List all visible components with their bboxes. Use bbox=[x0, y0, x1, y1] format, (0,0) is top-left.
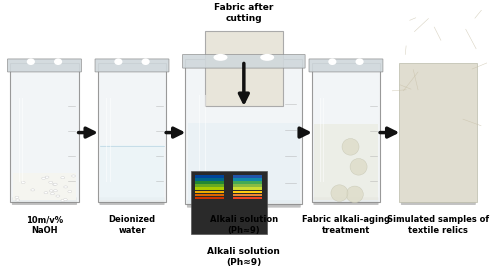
Circle shape bbox=[45, 176, 49, 178]
Circle shape bbox=[68, 191, 71, 193]
Circle shape bbox=[64, 186, 68, 188]
Circle shape bbox=[50, 193, 54, 195]
FancyBboxPatch shape bbox=[182, 55, 305, 68]
Circle shape bbox=[15, 196, 19, 198]
Bar bbox=[400, 63, 477, 202]
Bar bbox=[195, 188, 224, 190]
Ellipse shape bbox=[27, 58, 35, 65]
Circle shape bbox=[16, 199, 20, 201]
Circle shape bbox=[56, 195, 60, 197]
Ellipse shape bbox=[350, 158, 367, 175]
Bar bbox=[233, 197, 262, 199]
FancyBboxPatch shape bbox=[205, 31, 282, 106]
Ellipse shape bbox=[331, 185, 348, 201]
Bar bbox=[195, 197, 224, 199]
Bar bbox=[188, 123, 300, 203]
Bar bbox=[314, 124, 378, 201]
Circle shape bbox=[44, 192, 48, 194]
Bar bbox=[195, 175, 224, 178]
Text: Fabric after
cutting: Fabric after cutting bbox=[214, 3, 274, 24]
Bar bbox=[100, 145, 164, 201]
FancyBboxPatch shape bbox=[309, 59, 383, 72]
Ellipse shape bbox=[142, 58, 150, 65]
FancyBboxPatch shape bbox=[314, 197, 378, 205]
Bar bbox=[195, 178, 224, 181]
Bar bbox=[233, 175, 262, 178]
Circle shape bbox=[42, 177, 46, 179]
Ellipse shape bbox=[114, 58, 122, 65]
FancyBboxPatch shape bbox=[100, 197, 164, 205]
Text: Alkali solution
(Ph≈9): Alkali solution (Ph≈9) bbox=[210, 215, 278, 235]
Bar bbox=[98, 63, 166, 202]
FancyBboxPatch shape bbox=[12, 197, 77, 205]
Circle shape bbox=[61, 177, 64, 179]
Bar bbox=[233, 181, 262, 184]
Circle shape bbox=[54, 190, 58, 192]
Bar bbox=[233, 194, 262, 196]
Bar bbox=[10, 63, 78, 202]
Bar bbox=[195, 191, 224, 193]
Ellipse shape bbox=[328, 58, 336, 65]
Bar bbox=[233, 191, 262, 193]
FancyBboxPatch shape bbox=[95, 59, 169, 72]
Bar bbox=[13, 173, 76, 201]
Circle shape bbox=[31, 189, 34, 191]
Text: 10m/v%
NaOH: 10m/v% NaOH bbox=[26, 215, 63, 235]
Circle shape bbox=[52, 183, 56, 185]
Circle shape bbox=[72, 175, 76, 177]
Ellipse shape bbox=[346, 186, 364, 203]
Bar bbox=[195, 184, 224, 187]
Bar bbox=[233, 188, 262, 190]
Circle shape bbox=[21, 181, 25, 184]
Circle shape bbox=[49, 190, 53, 192]
Text: Simulated samples of
textile relics: Simulated samples of textile relics bbox=[388, 215, 490, 235]
Bar bbox=[233, 178, 262, 181]
Bar bbox=[192, 171, 267, 234]
FancyBboxPatch shape bbox=[8, 59, 82, 72]
Bar bbox=[233, 184, 262, 187]
Ellipse shape bbox=[260, 54, 274, 61]
Circle shape bbox=[54, 183, 57, 185]
Ellipse shape bbox=[342, 138, 359, 155]
Bar bbox=[312, 63, 380, 202]
Text: Fabric alkali-aging
treatment: Fabric alkali-aging treatment bbox=[302, 215, 390, 235]
Bar bbox=[195, 194, 224, 196]
Circle shape bbox=[61, 199, 65, 201]
FancyBboxPatch shape bbox=[187, 200, 300, 208]
Bar bbox=[186, 59, 302, 204]
Circle shape bbox=[48, 181, 52, 183]
Ellipse shape bbox=[54, 58, 62, 65]
Ellipse shape bbox=[214, 54, 228, 61]
FancyBboxPatch shape bbox=[401, 197, 476, 205]
Ellipse shape bbox=[356, 58, 364, 65]
Circle shape bbox=[64, 199, 68, 201]
Text: Deionized
water: Deionized water bbox=[108, 215, 156, 235]
Bar bbox=[195, 181, 224, 184]
Text: Alkali solution
(Ph≈9): Alkali solution (Ph≈9) bbox=[208, 247, 281, 267]
